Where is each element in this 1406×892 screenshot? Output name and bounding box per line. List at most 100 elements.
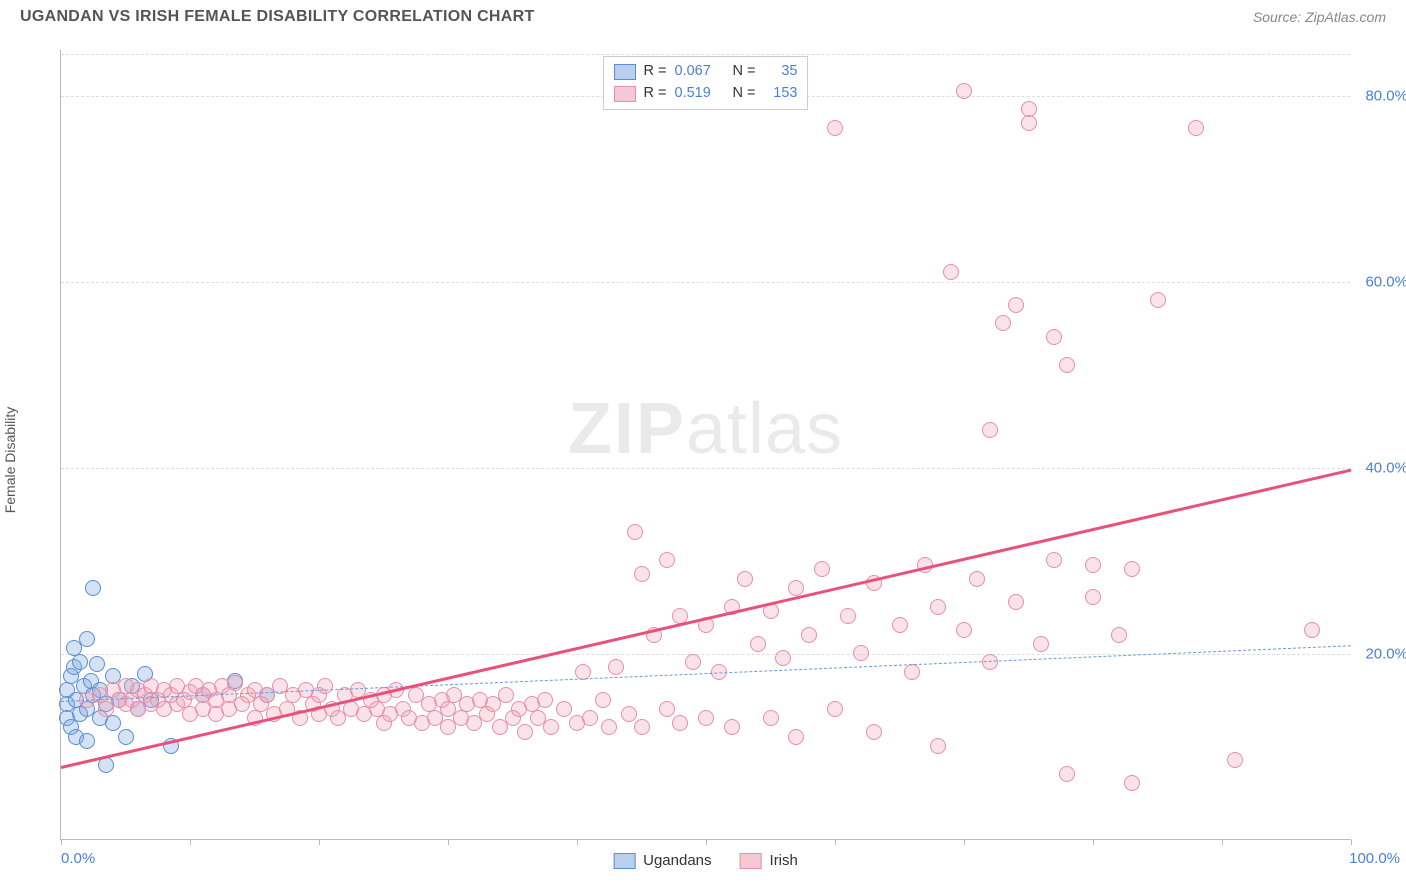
data-point <box>595 692 611 708</box>
gridline <box>61 282 1350 283</box>
x-tick-mark <box>1351 839 1352 845</box>
plot-area: ZIPatlas R = 0.067 N = 35 R = 0.519 N = 153… <box>60 50 1350 840</box>
data-point <box>995 315 1011 331</box>
x-tick-mark <box>448 839 449 845</box>
data-point <box>1188 120 1204 136</box>
legend-swatch <box>614 64 636 80</box>
data-point <box>89 656 105 672</box>
data-point <box>498 687 514 703</box>
legend-n-label: N = <box>733 61 756 83</box>
y-tick-label: 20.0% <box>1365 646 1406 663</box>
data-point <box>543 719 559 735</box>
data-point <box>1150 292 1166 308</box>
data-point <box>627 524 643 540</box>
data-point <box>1021 115 1037 131</box>
data-point <box>1124 775 1140 791</box>
data-point <box>827 120 843 136</box>
data-point <box>1304 622 1320 638</box>
data-point <box>763 710 779 726</box>
x-tick-label: 100.0% <box>1349 850 1400 867</box>
legend-r-label: R = <box>644 61 667 83</box>
data-point <box>105 715 121 731</box>
data-point <box>621 706 637 722</box>
legend-row: R = 0.067 N = 35 <box>614 61 798 83</box>
legend-item: Ugandans <box>613 852 711 869</box>
x-tick-label: 0.0% <box>61 850 95 867</box>
data-point <box>840 608 856 624</box>
data-point <box>517 724 533 740</box>
data-point <box>930 738 946 754</box>
data-point <box>982 422 998 438</box>
legend-swatch <box>613 853 635 869</box>
data-point <box>1124 561 1140 577</box>
data-point <box>930 599 946 615</box>
y-axis-label: Female Disability <box>2 407 18 514</box>
x-tick-mark <box>835 839 836 845</box>
data-point <box>1033 636 1049 652</box>
legend-n-label: N = <box>733 83 756 105</box>
data-point <box>969 571 985 587</box>
series-legend: Ugandans Irish <box>613 852 798 869</box>
data-point <box>853 645 869 661</box>
data-point <box>904 664 920 680</box>
data-point <box>659 701 675 717</box>
data-point <box>1046 329 1062 345</box>
data-point <box>79 733 95 749</box>
data-point <box>582 710 598 726</box>
x-tick-mark <box>706 839 707 845</box>
data-point <box>608 659 624 675</box>
data-point <box>1085 557 1101 573</box>
legend-swatch <box>614 86 636 102</box>
legend-series-name: Irish <box>770 852 798 869</box>
legend-series-name: Ugandans <box>643 852 711 869</box>
data-point <box>1008 594 1024 610</box>
data-point <box>634 566 650 582</box>
legend-r-value: 0.067 <box>675 61 725 83</box>
data-point <box>1227 752 1243 768</box>
data-point <box>72 654 88 670</box>
x-tick-mark <box>964 839 965 845</box>
chart-title: UGANDAN VS IRISH FEMALE DISABILITY CORRE… <box>20 8 535 26</box>
watermark: ZIPatlas <box>568 388 843 470</box>
data-point <box>827 701 843 717</box>
data-point <box>1021 101 1037 117</box>
data-point <box>537 692 553 708</box>
data-point <box>601 719 617 735</box>
data-point <box>737 571 753 587</box>
y-tick-label: 40.0% <box>1365 460 1406 477</box>
data-point <box>1111 627 1127 643</box>
data-point <box>956 83 972 99</box>
legend-swatch <box>740 853 762 869</box>
data-point <box>1046 552 1062 568</box>
x-tick-mark <box>190 839 191 845</box>
data-point <box>724 719 740 735</box>
data-point <box>227 675 243 691</box>
y-tick-label: 80.0% <box>1365 88 1406 105</box>
data-point <box>317 678 333 694</box>
legend-n-value: 153 <box>763 83 797 105</box>
data-point <box>1008 297 1024 313</box>
data-point <box>750 636 766 652</box>
legend-item: Irish <box>740 852 798 869</box>
data-point <box>1059 357 1075 373</box>
data-point <box>634 719 650 735</box>
chart-container: Female Disability ZIPatlas R = 0.067N = … <box>20 40 1386 880</box>
data-point <box>892 617 908 633</box>
data-point <box>943 264 959 280</box>
data-point <box>1059 766 1075 782</box>
data-point <box>775 650 791 666</box>
gridline <box>61 54 1350 55</box>
data-point <box>788 580 804 596</box>
data-point <box>1085 589 1101 605</box>
x-tick-mark <box>61 839 62 845</box>
legend-r-value: 0.519 <box>675 83 725 105</box>
legend-r-label: R = <box>644 83 667 105</box>
data-point <box>698 710 714 726</box>
legend-n-value: 35 <box>763 61 797 83</box>
x-tick-mark <box>577 839 578 845</box>
data-point <box>85 580 101 596</box>
x-tick-mark <box>1222 839 1223 845</box>
legend-row: R = 0.519 N = 153 <box>614 83 798 105</box>
gridline <box>61 468 1350 469</box>
data-point <box>556 701 572 717</box>
